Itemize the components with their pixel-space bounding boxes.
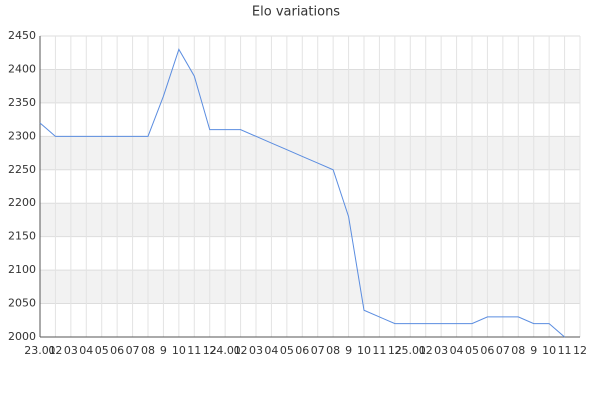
chart-title: Elo variations	[252, 5, 340, 20]
x-tick-label: 04	[264, 344, 278, 357]
x-tick-label: 23.01	[24, 344, 56, 357]
x-tick-label: 12	[388, 344, 402, 357]
x-tick-label: 25.01	[395, 344, 427, 357]
x-tick-label: 9	[530, 344, 537, 357]
grid-band	[40, 203, 580, 237]
y-tick-label: 2400	[8, 62, 36, 75]
x-tick-label: 24.01	[209, 344, 241, 357]
grid-band	[40, 69, 580, 103]
x-tick-label: 02	[48, 344, 62, 357]
x-tick-label: 9	[160, 344, 167, 357]
x-tick-label: 03	[249, 344, 263, 357]
x-tick-label: 02	[234, 344, 248, 357]
y-tick-label: 2000	[8, 330, 36, 343]
y-tick-label: 2350	[8, 96, 36, 109]
x-tick-label: 08	[326, 344, 340, 357]
x-tick-label: 03	[64, 344, 78, 357]
x-tick-label: 05	[280, 344, 294, 357]
y-tick-label: 2100	[8, 263, 36, 276]
x-tick-label: 11	[187, 344, 201, 357]
x-tick-label: 12	[573, 344, 587, 357]
x-tick-label: 05	[95, 344, 109, 357]
x-tick-label: 04	[79, 344, 93, 357]
y-tick-label: 2250	[8, 163, 36, 176]
x-tick-label: 11	[372, 344, 386, 357]
x-tick-label: 10	[172, 344, 186, 357]
x-tick-label: 07	[496, 344, 510, 357]
y-tick-label: 2200	[8, 196, 36, 209]
grid-band	[40, 136, 580, 170]
x-tick-label: 10	[357, 344, 371, 357]
x-tick-label: 07	[126, 344, 140, 357]
y-tick-label: 2150	[8, 230, 36, 243]
line	[39, 48, 565, 338]
x-tick-label: 05	[465, 344, 479, 357]
x-tick-label: 9	[345, 344, 352, 357]
grid-band	[40, 270, 580, 304]
x-tick-label: 11	[558, 344, 572, 357]
x-tick-label: 06	[480, 344, 494, 357]
x-tick-label: 12	[203, 344, 217, 357]
x-tick-label: 07	[311, 344, 325, 357]
x-tick-label: 06	[295, 344, 309, 357]
x-tick-label: 02	[419, 344, 433, 357]
x-tick-label: 03	[434, 344, 448, 357]
y-tick-label: 2450	[8, 29, 36, 42]
x-tick-label: 08	[141, 344, 155, 357]
x-tick-label: 10	[542, 344, 556, 357]
x-tick-label: 06	[110, 344, 124, 357]
y-tick-label: 2050	[8, 297, 36, 310]
x-tick-label: 04	[450, 344, 464, 357]
y-tick-label: 2300	[8, 129, 36, 142]
x-tick-label: 08	[511, 344, 525, 357]
